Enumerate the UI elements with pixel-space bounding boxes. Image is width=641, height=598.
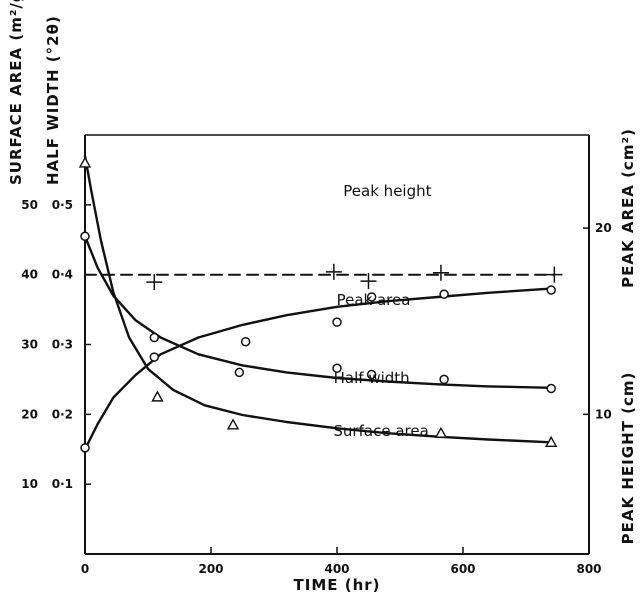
data-point-peak-area bbox=[325, 263, 342, 280]
series-label-half-width: Half width bbox=[334, 369, 410, 387]
x-tick-label: 600 bbox=[450, 562, 475, 576]
data-point-half-width bbox=[546, 383, 556, 394]
data-point-half-width bbox=[80, 231, 90, 242]
left-tick-label-1: 40 bbox=[21, 268, 38, 282]
x-tick-label: 400 bbox=[324, 562, 349, 576]
data-point-half-width bbox=[332, 363, 342, 373]
left-tick-label-2: 0·3 bbox=[52, 338, 73, 352]
data-point-peak-area bbox=[546, 266, 563, 283]
data-point-surface-area bbox=[226, 418, 240, 430]
data-point-half-width bbox=[234, 367, 245, 378]
data-point-peak-height bbox=[80, 443, 90, 453]
left-tick-label-2: 0·2 bbox=[52, 407, 73, 421]
series-label-peak-height: Peak height bbox=[343, 182, 431, 200]
data-point-peak-height bbox=[240, 336, 251, 347]
x-tick-label: 800 bbox=[576, 562, 601, 576]
x-tick-label: 200 bbox=[198, 562, 223, 576]
x-axis-label: TIME (hr) bbox=[294, 576, 381, 594]
curve-half-width bbox=[83, 235, 553, 389]
left-tick-label-2: 0·1 bbox=[52, 477, 73, 491]
y-axis-label-peak-area: PEAK AREA (cm²) bbox=[619, 128, 637, 288]
data-point-surface-area bbox=[78, 156, 92, 168]
data-point-peak-area bbox=[432, 264, 449, 281]
data-point-peak-height bbox=[439, 289, 449, 299]
series-label-peak-area: Peak area bbox=[337, 291, 411, 309]
y-axis-label-surface-area: SURFACE AREA (m²/g) bbox=[7, 0, 25, 185]
data-point-peak-height bbox=[149, 352, 160, 362]
right-tick-label-1: 20 bbox=[595, 221, 612, 235]
curve-surface-area bbox=[83, 154, 553, 444]
curve-peak-height bbox=[83, 287, 553, 451]
data-point-peak-area bbox=[146, 274, 163, 291]
data-point-peak-height bbox=[546, 285, 556, 295]
left-tick-label-1: 30 bbox=[21, 338, 38, 352]
right-tick-label-2: 10 bbox=[595, 407, 612, 421]
data-point-half-width bbox=[366, 369, 377, 380]
left-tick-label-1: 20 bbox=[21, 407, 38, 421]
data-point-peak-height bbox=[332, 317, 342, 327]
data-point-surface-area bbox=[545, 435, 558, 447]
left-tick-label-1: 10 bbox=[21, 477, 38, 491]
x-tick-label: 0 bbox=[81, 562, 89, 576]
left-tick-label-1: 50 bbox=[21, 198, 38, 212]
data-point-half-width bbox=[439, 374, 449, 385]
series-label-surface-area: Surface area bbox=[333, 422, 428, 440]
left-tick-label-2: 0·4 bbox=[52, 268, 73, 282]
left-tick-label-2: 0·5 bbox=[52, 198, 73, 212]
data-point-surface-area bbox=[434, 426, 448, 438]
data-point-peak-area bbox=[360, 273, 377, 290]
y-axis-label-peak-height: PEAK HEIGHT (cm) bbox=[619, 372, 637, 545]
data-point-peak-height bbox=[366, 292, 377, 302]
data-point-half-width bbox=[149, 332, 160, 343]
data-point-surface-area bbox=[151, 390, 164, 402]
y-axis-label-half-width: HALF WIDTH (°2θ) bbox=[44, 15, 62, 185]
